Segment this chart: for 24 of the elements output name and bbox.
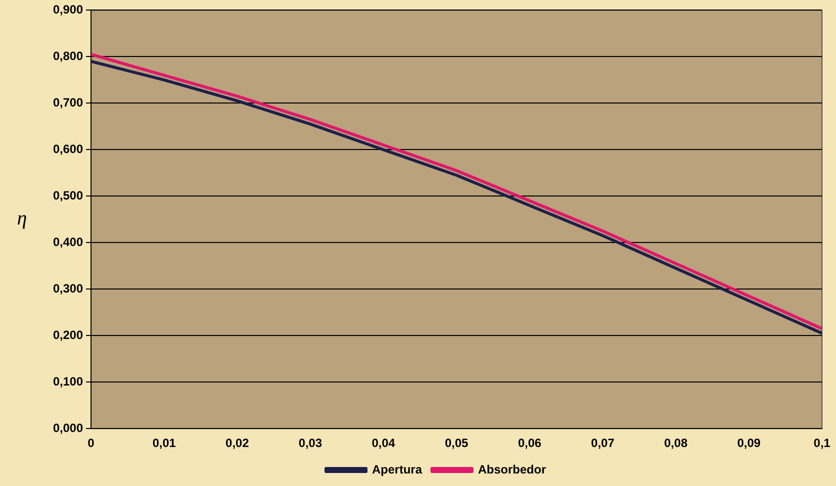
x-tick-label: 0,08 xyxy=(664,436,688,450)
y-tick-label: 0,200 xyxy=(53,328,84,342)
y-tick-label: 0,100 xyxy=(53,374,84,388)
x-tick-label: 0,05 xyxy=(444,436,469,450)
y-tick-label: 0,900 xyxy=(53,2,84,17)
legend-label: Absorbedor xyxy=(478,462,546,476)
x-tick-label: 0 xyxy=(88,436,95,450)
y-tick-label: 0,800 xyxy=(53,49,84,63)
y-axis-title: η xyxy=(17,208,28,230)
y-tick-label: 0,400 xyxy=(53,234,84,249)
x-tick-label: 0,03 xyxy=(298,436,322,450)
x-tick-label: 0,02 xyxy=(226,436,250,450)
y-tick-label: 0,700 xyxy=(53,95,84,110)
y-tick-label: 0,600 xyxy=(53,142,84,156)
x-tick-label: 0,04 xyxy=(372,436,396,450)
x-tick-label: 0,01 xyxy=(152,436,176,450)
x-tick-label: 0,1 xyxy=(814,436,831,450)
legend-label: Apertura xyxy=(372,462,422,476)
y-tick-label: 0,300 xyxy=(53,281,84,296)
y-tick-label: 0,000 xyxy=(53,420,84,435)
x-tick-label: 0,06 xyxy=(518,436,542,450)
y-tick-label: 0,500 xyxy=(53,188,84,202)
x-tick-label: 0,09 xyxy=(737,436,761,450)
x-tick-label: 0,07 xyxy=(591,436,615,450)
